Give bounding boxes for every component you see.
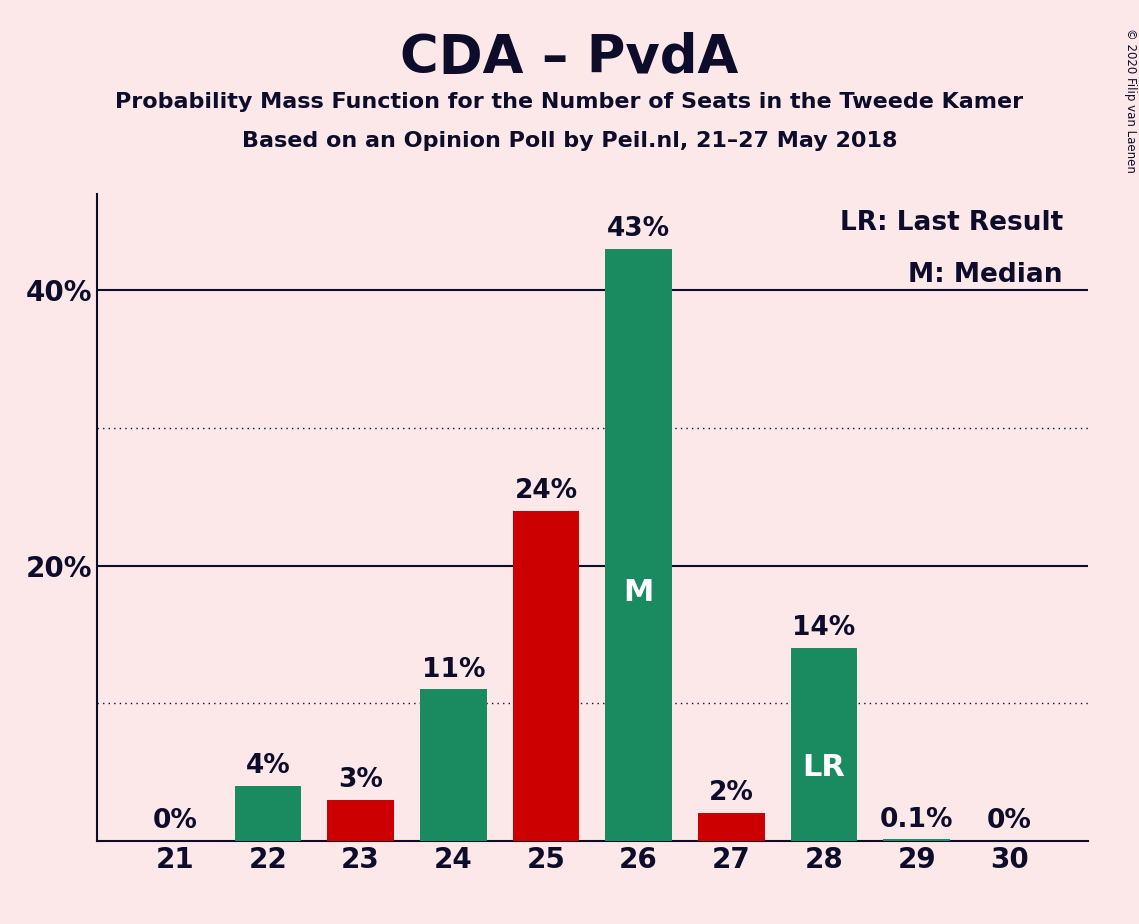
Bar [235, 785, 302, 841]
Bar [883, 840, 950, 841]
Text: LR: Last Result: LR: Last Result [839, 211, 1063, 237]
Text: 14%: 14% [793, 615, 855, 641]
Text: LR: LR [803, 753, 845, 782]
Text: 24%: 24% [515, 478, 577, 504]
Text: Based on an Opinion Poll by Peil.nl, 21–27 May 2018: Based on an Opinion Poll by Peil.nl, 21–… [241, 131, 898, 152]
Text: © 2020 Filip van Laenen: © 2020 Filip van Laenen [1124, 28, 1137, 173]
Bar [605, 249, 672, 841]
Text: 43%: 43% [607, 216, 670, 242]
Bar [420, 689, 486, 841]
Text: CDA – PvdA: CDA – PvdA [400, 32, 739, 84]
Text: 4%: 4% [246, 753, 290, 779]
Text: 0%: 0% [986, 808, 1032, 834]
Text: 0.1%: 0.1% [880, 807, 953, 833]
Text: 11%: 11% [421, 657, 485, 683]
Text: 0%: 0% [153, 808, 198, 834]
Text: 3%: 3% [338, 767, 383, 793]
Text: Probability Mass Function for the Number of Seats in the Tweede Kamer: Probability Mass Function for the Number… [115, 92, 1024, 113]
Bar [698, 813, 764, 841]
Text: M: M [623, 578, 654, 607]
Bar [327, 799, 394, 841]
Bar [513, 511, 580, 841]
Text: 2%: 2% [708, 781, 754, 807]
Bar [790, 648, 858, 841]
Text: M: Median: M: Median [909, 262, 1063, 288]
